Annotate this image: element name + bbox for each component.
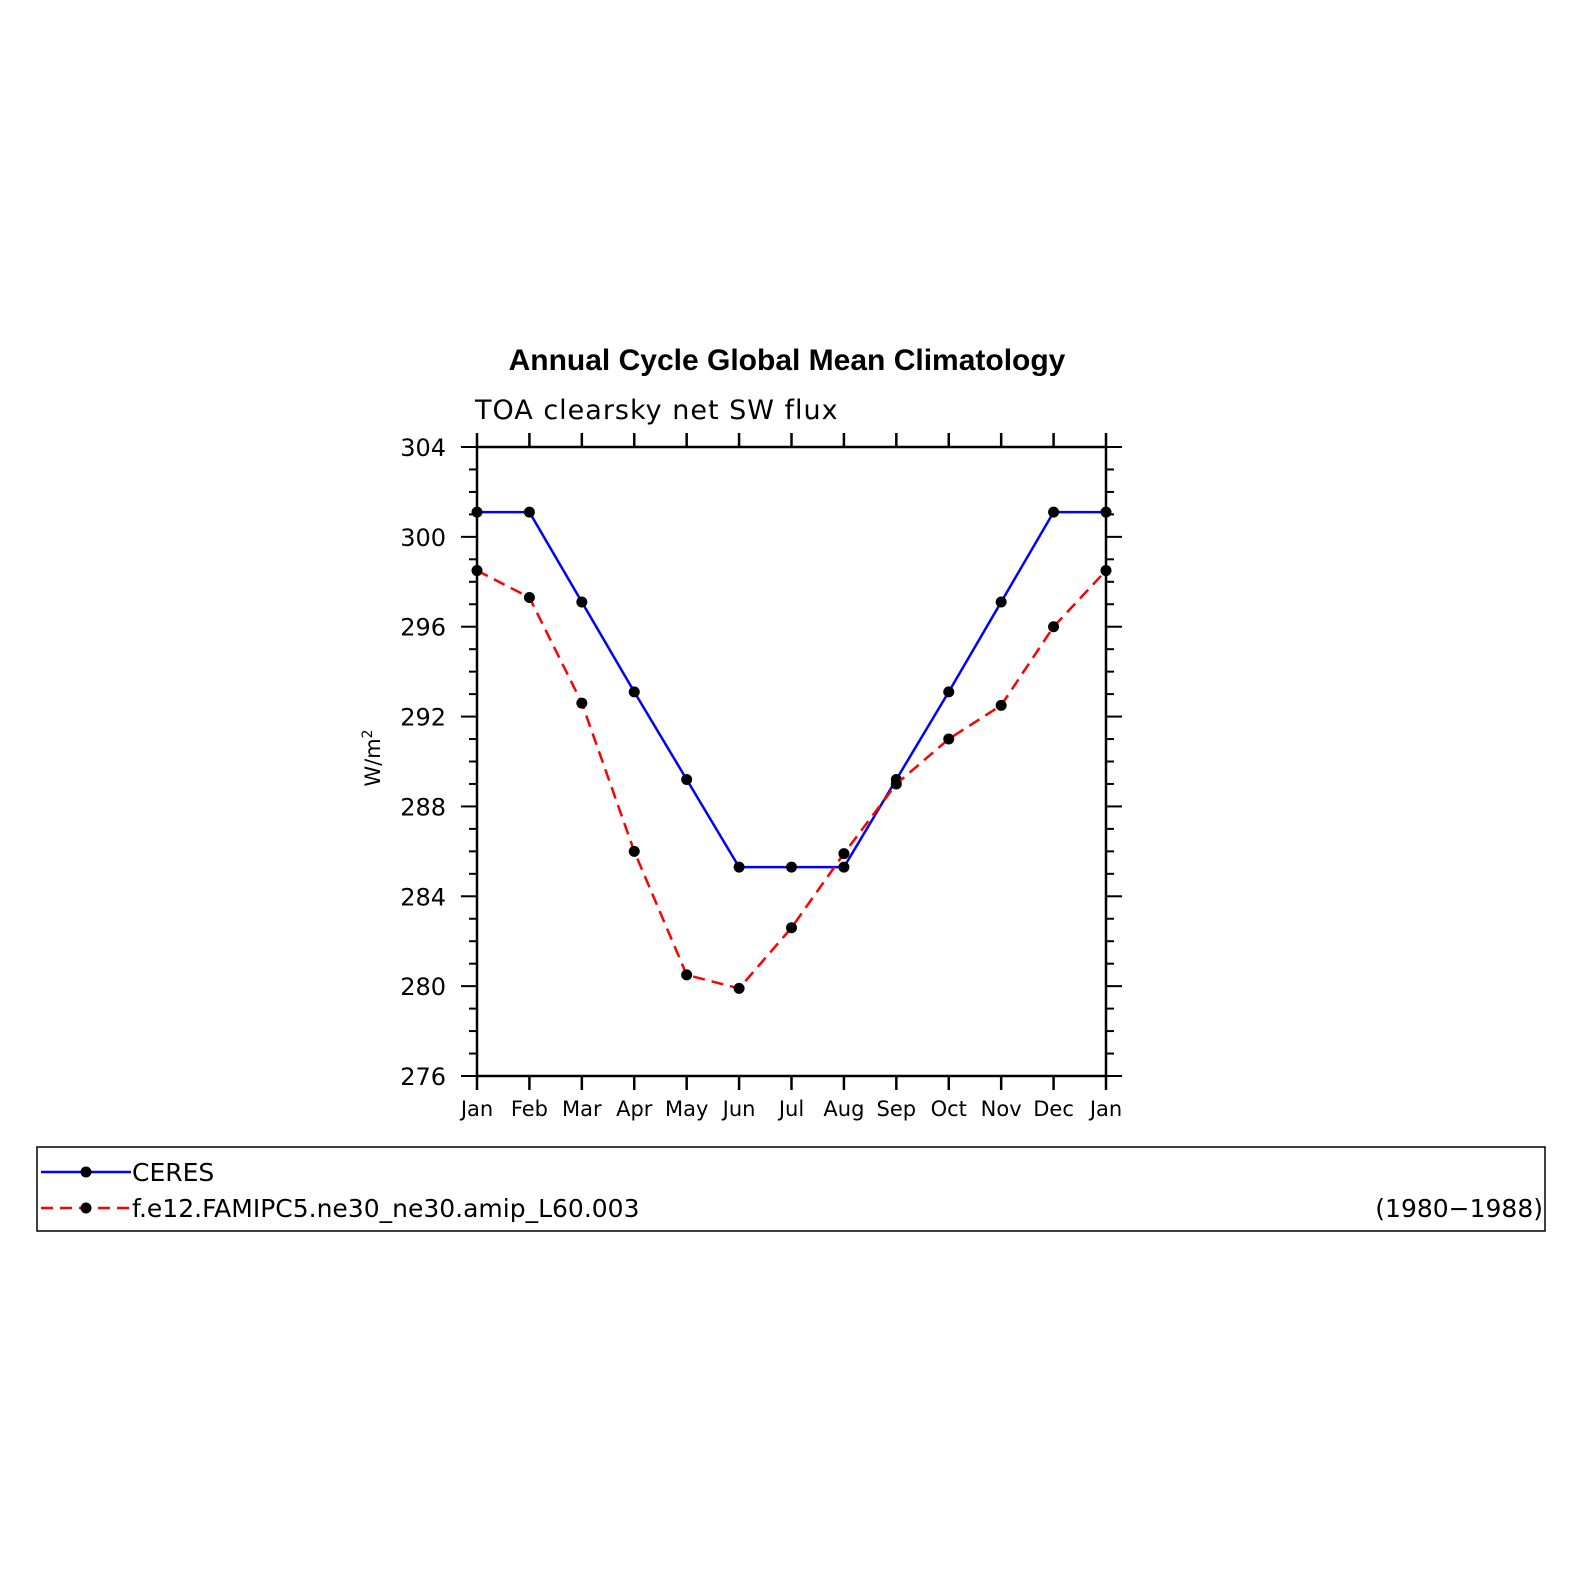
x-tick-label: Oct: [931, 1097, 967, 1121]
chart-title: Annual Cycle Global Mean Climatology: [509, 344, 1066, 377]
data-point: [523, 506, 535, 518]
data-point: [733, 982, 745, 994]
x-tick-label: Sep: [877, 1097, 917, 1121]
data-point: [681, 773, 693, 785]
data-point: [628, 845, 640, 857]
x-tick-label: May: [665, 1097, 708, 1121]
data-point: [576, 596, 588, 608]
x-tick-label: Jul: [777, 1097, 804, 1121]
series-line-1: [477, 510, 1106, 869]
data-point: [681, 969, 693, 981]
data-point: [943, 733, 955, 745]
data-point: [1048, 506, 1060, 518]
data-point: [628, 686, 640, 698]
data-point: [995, 699, 1007, 711]
data-point: [786, 922, 797, 934]
legend-label-2: f.e12.FAMIPC5.ne30_ne30.amip_L60.003: [132, 1194, 640, 1223]
y-tick-label: 300: [400, 524, 446, 552]
y-tick-label: 276: [400, 1063, 446, 1091]
data-point: [1048, 621, 1060, 633]
data-point: [838, 848, 850, 860]
chart-subtitle: TOA clearsky net SW flux: [474, 395, 839, 426]
x-tick-labels: Jan Feb Mar Apr May Jun Jul Aug Sep Oct Nov Dec Jan: [459, 1097, 1122, 1121]
series-2: [471, 565, 1112, 994]
x-tick-label: Dec: [1033, 1097, 1074, 1121]
x-tick-label: Feb: [511, 1097, 548, 1121]
x-tick-label: Jun: [721, 1097, 756, 1121]
y-tick-label: 280: [400, 973, 446, 1001]
plot-frame: [475, 445, 1108, 1078]
data-point: [471, 565, 483, 577]
legend-period: (1980−1988): [1375, 1194, 1543, 1223]
y-tick-label: 292: [400, 704, 446, 732]
x-tick-label: Jan: [1088, 1097, 1122, 1121]
axis-ticks: [461, 433, 1122, 1090]
x-tick-label: Jan: [459, 1097, 493, 1121]
series-layer: [471, 506, 1112, 994]
data-point: [995, 596, 1007, 608]
data-point: [890, 778, 902, 790]
x-tick-label: Apr: [616, 1097, 653, 1121]
data-point: [943, 686, 955, 698]
x-tick-label: Mar: [562, 1097, 602, 1121]
y-tick-label: 284: [400, 883, 446, 911]
legend-marker-1: [80, 1166, 92, 1178]
data-point: [733, 861, 745, 873]
legend-box: [36, 1146, 1546, 1232]
data-point: [471, 506, 483, 518]
data-point: [576, 697, 588, 709]
y-axis-label: W/m2: [360, 729, 385, 786]
plot-border: [475, 445, 1108, 1078]
x-tick-label: Aug: [823, 1097, 864, 1121]
legend: CERES f.e12.FAMIPC5.ne30_ne30.amip_L60.00…: [36, 1146, 1546, 1232]
legend-label-1: CERES: [132, 1158, 214, 1187]
data-point: [1100, 565, 1112, 577]
data-point: [1100, 506, 1112, 518]
data-point: [786, 861, 797, 873]
y-tick-label: 304: [400, 434, 446, 462]
y-tick-label: 296: [400, 614, 446, 642]
y-tick-label: 288: [400, 793, 446, 821]
legend-marker-2: [80, 1202, 92, 1214]
series-1: [471, 506, 1112, 873]
data-point: [523, 592, 535, 604]
data-point: [838, 861, 850, 873]
y-tick-labels: 276 280 284 288 292 296 300 304: [400, 434, 446, 1091]
x-tick-label: Nov: [981, 1097, 1022, 1121]
